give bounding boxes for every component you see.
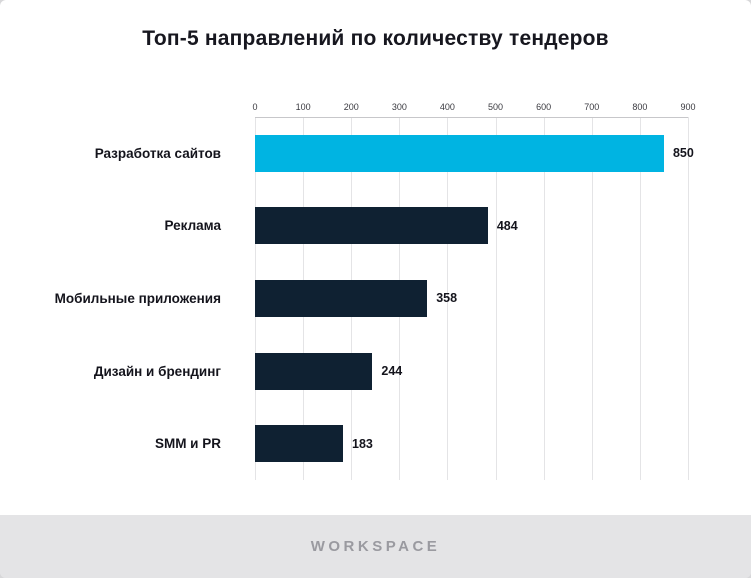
workspace-logo: WORKSPACE [310,538,441,555]
x-tick-label: 200 [343,102,359,112]
gridline [447,117,449,480]
x-tick-label: 100 [295,102,311,112]
value-label: 484 [496,218,518,233]
bar-row: 358 [255,262,688,335]
category-labels: Разработка сайтов Реклама Мобильные прилож… [0,117,238,480]
category-label: Мобильные приложения [54,290,221,306]
bar-chart: 0 100 200 300 400 500 600 700 800 900 850 484 358 24… [252,102,696,480]
chart-title: Топ-5 направлений по количеству тендеров [142,27,609,50]
x-axis-line [255,117,688,118]
bar-row: 484 [255,190,688,263]
bar-row: 183 [255,407,688,480]
x-tick-label: 0 [252,102,258,112]
gridline [495,117,497,480]
x-tick-label: 700 [584,102,600,112]
x-tick-label: 400 [439,102,455,112]
chart-card: Топ-5 направлений по количеству тендеров… [0,0,751,515]
value-label: 244 [381,364,403,379]
bar [255,279,428,317]
value-label: 850 [672,146,694,161]
value-label: 183 [352,436,373,451]
footer: WORKSPACE [0,515,751,578]
category-label: Реклама [164,218,222,234]
value-label: 358 [436,291,458,306]
gridline [688,117,689,480]
bar [255,425,344,463]
gridline [591,117,593,480]
category-label: SMM и PR [154,436,221,452]
category-label: Разработка сайтов [94,145,221,161]
gridline [543,117,545,480]
x-tick-label: 300 [391,102,407,112]
bar [255,134,664,172]
gridline [639,117,641,480]
bar-rows: 850 484 358 244 183 [255,117,694,480]
x-tick-label: 500 [488,102,504,112]
x-tick-label: 600 [536,102,552,112]
x-tick-label: 900 [680,102,696,112]
bar-row: 244 [255,335,688,408]
bar-row: 850 [255,117,694,190]
x-tick-label: 800 [632,102,648,112]
bar [255,207,488,245]
category-label: Дизайн и брендинг [93,363,221,379]
bar [255,352,373,390]
